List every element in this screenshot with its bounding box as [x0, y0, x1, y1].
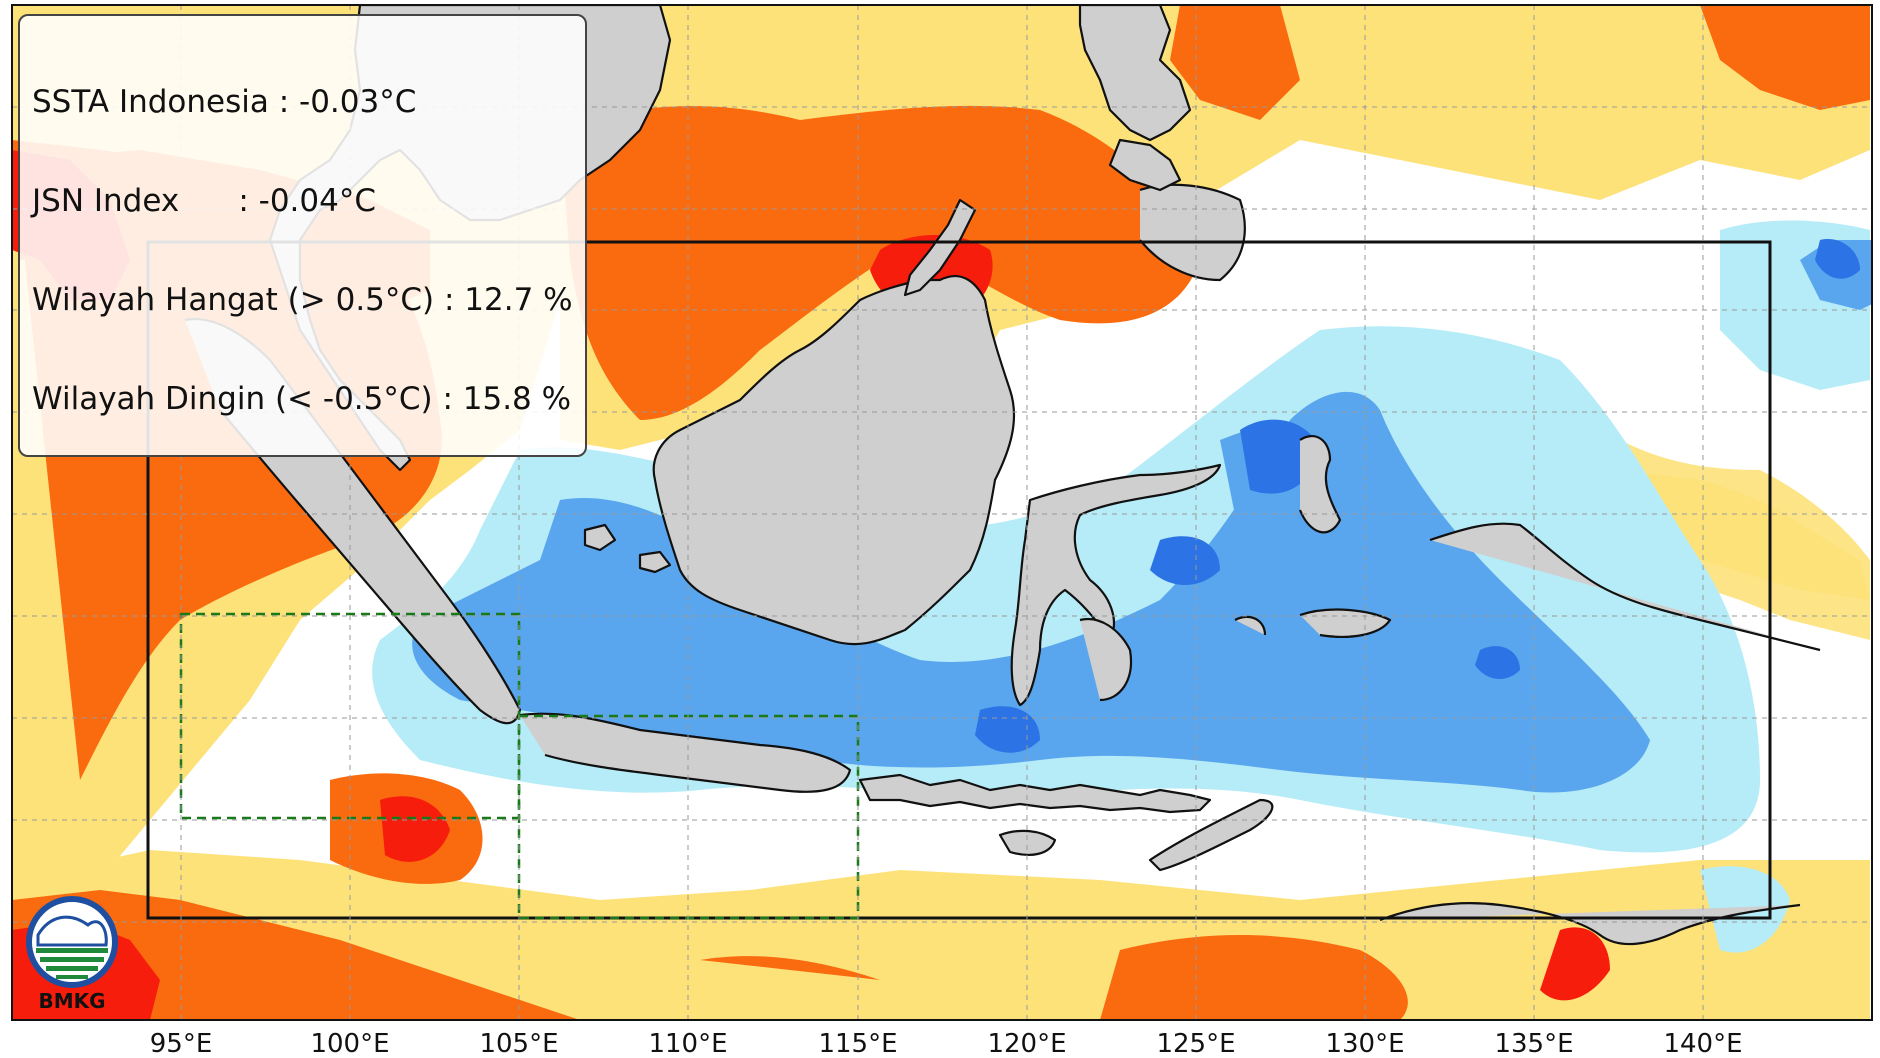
map-frame: [11, 4, 1873, 1021]
landmass-belitung: [638, 550, 672, 574]
landmass-timor: [1148, 798, 1274, 872]
landmass-nusa-tenggara: [858, 773, 1212, 814]
ssta-indonesia-text: SSTA Indonesia : -0.03°C: [32, 84, 417, 120]
ssta-stats-box: SSTA Indonesia : -0.03°C JSN Index : -0.…: [18, 14, 587, 457]
lon-label: 110°E: [648, 1029, 727, 1058]
lon-label: 140°E: [1663, 1029, 1742, 1058]
bmkg-logo-text: BMKG: [38, 989, 105, 1013]
wilayah-hangat-text: Wilayah Hangat (> 0.5°C) : 12.7 %: [32, 282, 573, 318]
lon-label: 130°E: [1325, 1029, 1404, 1058]
indonesia-region-box: [146, 240, 1772, 920]
landmass-sulawesi: [1010, 463, 1222, 707]
landmass-buru: [1234, 615, 1267, 636]
landmass-bangka: [583, 523, 617, 552]
lon-label: 100°E: [310, 1029, 389, 1058]
lon-label: 115°E: [818, 1029, 897, 1058]
landmass-luzon: [1078, 5, 1192, 142]
lon-label: 95°E: [150, 1029, 213, 1058]
lon-label: 120°E: [987, 1029, 1066, 1058]
landmass-palawan: [903, 198, 977, 297]
lon-label: 125°E: [1156, 1029, 1235, 1058]
landmass-halmahera: [1298, 435, 1342, 534]
landmass-new-guinea: [1429, 522, 1821, 652]
landmass-java: [519, 712, 852, 793]
landmass-borneo: [652, 274, 1016, 646]
wilayah-dingin-text: Wilayah Dingin (< -0.5°C) : 15.8 %: [32, 381, 572, 417]
jsn-index-text: JSN Index : -0.04°C: [32, 183, 376, 219]
lon-label: 135°E: [1494, 1029, 1573, 1058]
landmass-visayas: [1108, 138, 1182, 192]
longitude-axis: 95°E 100°E 105°E 110°E 115°E 120°E 125°E…: [150, 1029, 1743, 1058]
bmkg-logo: BMKG: [26, 896, 118, 1013]
landmass-sulawesi-se: [1079, 617, 1133, 702]
lon-label: 105°E: [479, 1029, 558, 1058]
landmass-sumba: [998, 829, 1057, 856]
